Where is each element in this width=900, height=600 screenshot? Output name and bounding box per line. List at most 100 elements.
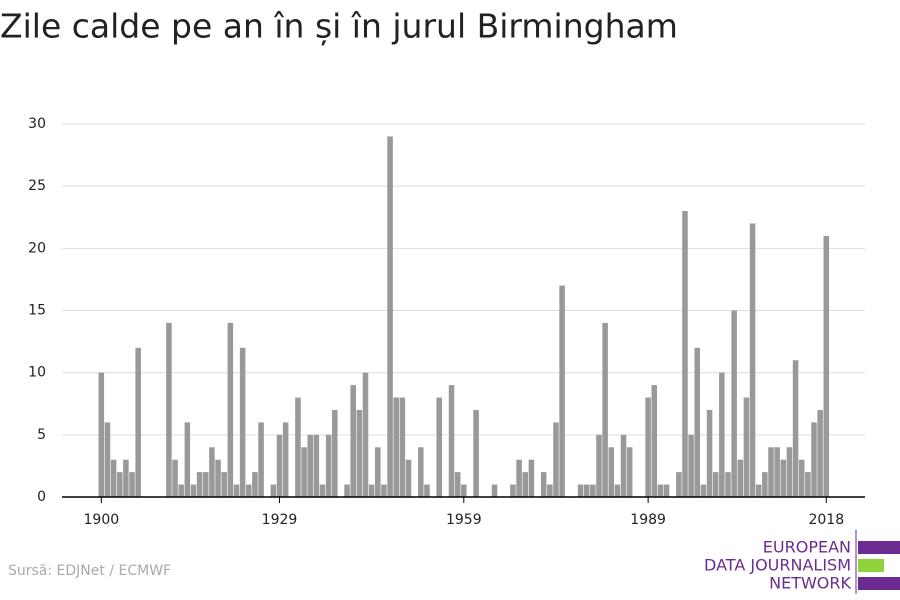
x-tick-label: 2018	[808, 512, 844, 528]
bar	[780, 459, 787, 497]
bar	[356, 409, 363, 497]
bar	[166, 322, 172, 497]
bar	[375, 447, 381, 497]
bar	[190, 484, 197, 497]
bar	[737, 459, 744, 497]
bar	[700, 484, 707, 497]
bar	[418, 447, 424, 497]
x-tick-label: 1900	[84, 512, 120, 528]
bar	[215, 459, 221, 497]
bar	[344, 484, 350, 497]
x-tick-label: 1959	[446, 512, 482, 528]
y-tick-label: 5	[37, 427, 46, 443]
bar	[184, 422, 191, 497]
bar	[221, 472, 227, 497]
bar	[325, 434, 332, 497]
logo-bar	[858, 541, 900, 554]
bar	[663, 484, 670, 497]
bar	[350, 385, 356, 497]
bar	[590, 484, 596, 497]
bar	[246, 484, 252, 497]
bar	[276, 434, 283, 497]
bar	[461, 484, 467, 497]
bar	[577, 484, 584, 497]
bar	[645, 397, 651, 497]
bar	[362, 372, 369, 497]
bar	[688, 434, 694, 497]
bar	[694, 347, 701, 497]
bar	[510, 484, 516, 497]
bar	[547, 484, 553, 497]
bar	[393, 397, 399, 497]
bar	[743, 397, 750, 497]
bar	[651, 385, 658, 497]
bar	[712, 472, 719, 497]
x-tick-label: 1989	[630, 512, 666, 528]
bar	[620, 434, 627, 497]
bar	[368, 484, 375, 497]
bar	[749, 223, 756, 497]
bar	[295, 397, 301, 497]
bar	[774, 447, 780, 497]
bar	[203, 472, 209, 497]
bar	[553, 422, 559, 497]
bar	[178, 484, 184, 497]
bar	[301, 447, 307, 497]
logo-bar	[858, 559, 884, 572]
bar	[731, 310, 737, 497]
logo-text: EUROPEAN	[763, 538, 851, 557]
bar	[786, 447, 793, 497]
bar	[270, 484, 277, 497]
bar	[473, 409, 479, 497]
bar	[381, 484, 387, 497]
bar	[811, 422, 817, 497]
chart-title: Zile calde pe an în și în jurul Birmingh…	[0, 7, 678, 46]
logo-text: DATA JOURNALISM	[704, 556, 851, 575]
bar	[110, 459, 117, 497]
bar	[104, 422, 111, 497]
source: Sursă: EDJNet / ECMWF	[8, 563, 171, 579]
bar	[755, 484, 762, 497]
bar	[719, 372, 725, 497]
bar	[129, 472, 135, 497]
logo-bar	[858, 577, 900, 590]
bar	[798, 459, 805, 497]
bar	[602, 322, 608, 497]
bar	[682, 211, 688, 498]
bar	[196, 472, 203, 497]
bar	[596, 434, 602, 497]
bar	[436, 397, 442, 497]
bar	[805, 472, 811, 497]
bar	[448, 385, 455, 497]
bar	[768, 447, 774, 497]
y-tick-label: 15	[28, 303, 46, 319]
y-tick-label: 20	[28, 240, 46, 256]
bar	[817, 409, 823, 497]
bar	[116, 472, 123, 497]
bar	[522, 472, 529, 497]
bar	[725, 472, 731, 497]
bar	[424, 484, 430, 497]
bar	[614, 484, 621, 497]
bar	[332, 409, 338, 497]
bar	[135, 347, 141, 497]
bar	[307, 434, 313, 497]
bar	[209, 447, 215, 497]
bar	[399, 397, 406, 497]
y-tick-label: 10	[28, 365, 46, 381]
bar	[823, 235, 830, 497]
bar	[583, 484, 590, 497]
bar	[762, 472, 768, 497]
bar	[676, 472, 682, 497]
bar	[252, 472, 258, 497]
bar	[516, 459, 522, 497]
bar	[123, 459, 129, 497]
bar	[387, 136, 393, 497]
bar	[559, 285, 565, 497]
bar	[491, 484, 498, 497]
bar	[313, 434, 320, 497]
y-tick-label: 0	[37, 489, 46, 505]
bar	[227, 322, 234, 497]
bar	[792, 360, 799, 497]
bar	[528, 459, 535, 497]
